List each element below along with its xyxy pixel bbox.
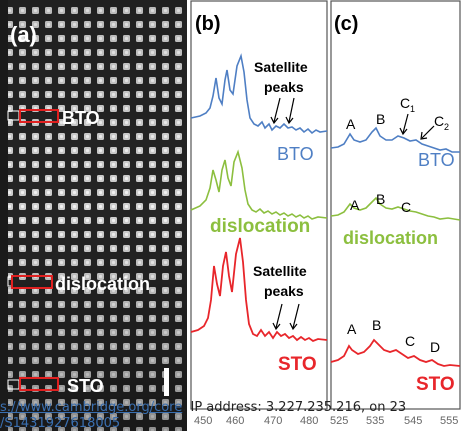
- peak-label-c1: C: [400, 95, 410, 111]
- x-tick-label: 545: [404, 415, 422, 427]
- peak-label-b: B: [372, 317, 381, 333]
- x-tick-label: 460: [226, 415, 244, 427]
- bto-region-label: BTO: [62, 108, 100, 128]
- peak-subscript-2: 2: [444, 122, 449, 132]
- peak-subscript-1: 1: [410, 104, 415, 114]
- satellite-peaks-label-sto-line2: peaks: [264, 283, 304, 299]
- download-watermark: s://www.cambridge.org/core. IP address: …: [0, 400, 461, 431]
- dislocation-spectrum-b: [190, 149, 328, 220]
- arrow-icon: [421, 125, 435, 139]
- sto-curve-label-c: STO: [416, 374, 455, 395]
- arrow-icon: [292, 303, 300, 329]
- panel-a-label: (a): [10, 22, 37, 47]
- bto-curve-label-c: BTO: [418, 150, 455, 170]
- arrow-icon: [402, 113, 409, 134]
- peak-label-c: C: [405, 333, 415, 349]
- panel-b-label: (b): [195, 13, 221, 35]
- peak-label-b: B: [376, 111, 385, 127]
- bto-spectrum-b: [190, 53, 328, 135]
- dislocation-region-label: dislocation: [55, 274, 150, 294]
- sto-region-label: STO: [67, 376, 104, 396]
- sto-curve-label-b: STO: [278, 354, 317, 375]
- x-tick-label: 450: [194, 415, 212, 427]
- dislocation-spectrum-c: [330, 196, 461, 221]
- dislocation-curve-label-c: dislocation: [343, 228, 438, 248]
- x-tick-label: 480: [300, 415, 318, 427]
- bto-curve-label-b: BTO: [277, 144, 314, 164]
- dislocation-region-box: [11, 275, 53, 289]
- dislocation-curve-label-b: dislocation: [210, 216, 310, 237]
- satellite-peaks-label-bto-line2: peaks: [264, 79, 304, 95]
- x-tick-label: 525: [330, 415, 348, 427]
- cambridge-core-link[interactable]: s://www.cambridge.org/core: [0, 400, 183, 415]
- arrow-icon: [288, 97, 295, 123]
- sto-spectrum-b: [190, 237, 328, 343]
- arrow-icon: [273, 97, 281, 123]
- watermark-ip-text: . IP address: 3.227.235.216, on 23: [182, 400, 407, 415]
- scale-bar: [164, 368, 169, 396]
- bto-region-box: [19, 109, 59, 123]
- x-tick-label: 535: [366, 415, 384, 427]
- sto-region-box: [19, 377, 59, 391]
- panel-c-spectra: (c) A B C 1 C 2 BTO A B C dislocation A …: [330, 0, 461, 427]
- x-tick-label: 470: [264, 415, 282, 427]
- panel-c-label: (c): [334, 13, 358, 35]
- peak-label-a: A: [347, 321, 357, 337]
- stem-image-panel: (a) BTO dislocation STO: [0, 0, 187, 431]
- peak-label-c2: C: [434, 113, 444, 129]
- watermark-doi-text[interactable]: /S1431927618005: [0, 416, 121, 431]
- arrow-icon: [275, 303, 283, 329]
- peak-label-a: A: [346, 116, 356, 132]
- peak-label-c: C: [401, 199, 411, 215]
- peak-label-b: B: [376, 191, 385, 207]
- sto-spectrum-c: [330, 338, 461, 367]
- peak-label-a: A: [350, 197, 360, 213]
- panel-b-spectra: (b) Satellite peaks BTO dislocation Sate…: [190, 0, 328, 427]
- satellite-peaks-label-sto-line1: Satellite: [253, 263, 307, 279]
- bto-spectrum-c: [330, 126, 460, 153]
- satellite-peaks-label-bto-line1: Satellite: [254, 59, 308, 75]
- x-tick-label: 555: [440, 415, 458, 427]
- peak-label-d: D: [430, 339, 440, 355]
